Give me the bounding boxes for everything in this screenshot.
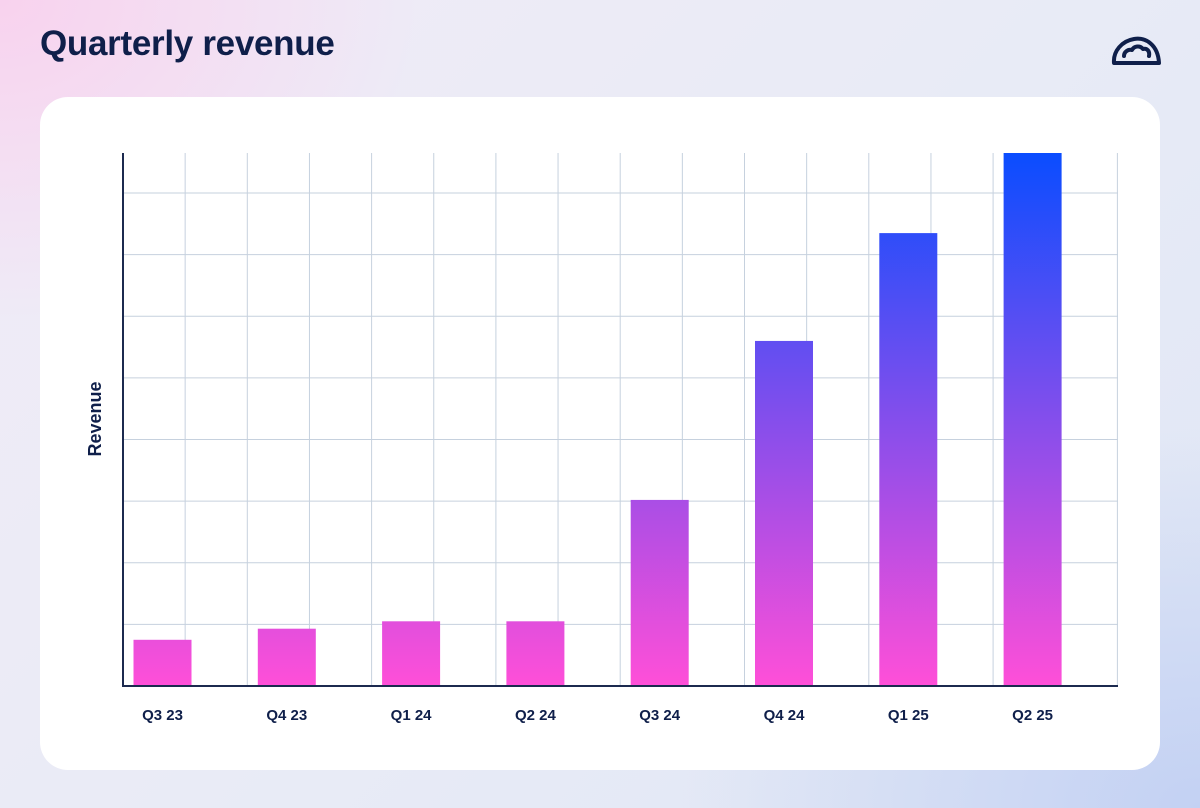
x-tick-labels: Q3 23 Q4 23 Q1 24 Q2 24 Q3 24 Q4 24 Q1 25 Q2 25 [142,707,1053,724]
bar-q4-24 [755,340,813,686]
x-tick-label: Q2 24 [515,707,557,724]
x-tick-label: Q3 23 [142,707,183,724]
x-tick-label: Q3 24 [639,707,681,724]
bar-q3-24 [630,499,689,686]
page-title: Quarterly revenue [40,24,335,63]
bar-q2-24 [506,621,565,686]
chart-card: Q3 23 Q4 23 Q1 24 Q2 24 Q3 24 Q4 24 Q1 25 Q2 25… [40,97,1160,770]
x-tick-label: Q1 24 [391,707,433,724]
revenue-bar-chart: Q3 23 Q4 23 Q1 24 Q2 24 Q3 24 Q4 24 Q1 25 Q2 25… [85,153,1118,724]
bar-q1-24 [382,621,441,686]
bar-q1-25 [879,233,938,686]
x-tick-label: Q4 24 [764,707,806,724]
x-tick-label: Q1 25 [888,707,929,724]
y-axis-title: Revenue [85,381,105,456]
x-tick-label: Q4 23 [266,707,307,724]
bar-q4-23 [257,628,316,686]
x-tick-label: Q2 25 [1012,707,1053,724]
bars [133,153,1062,686]
bar-q2-25 [1003,153,1062,686]
bar-q3-23 [133,639,192,686]
cloud-gauge-icon [1111,36,1161,65]
axes [122,153,1118,687]
grid [123,153,1118,686]
